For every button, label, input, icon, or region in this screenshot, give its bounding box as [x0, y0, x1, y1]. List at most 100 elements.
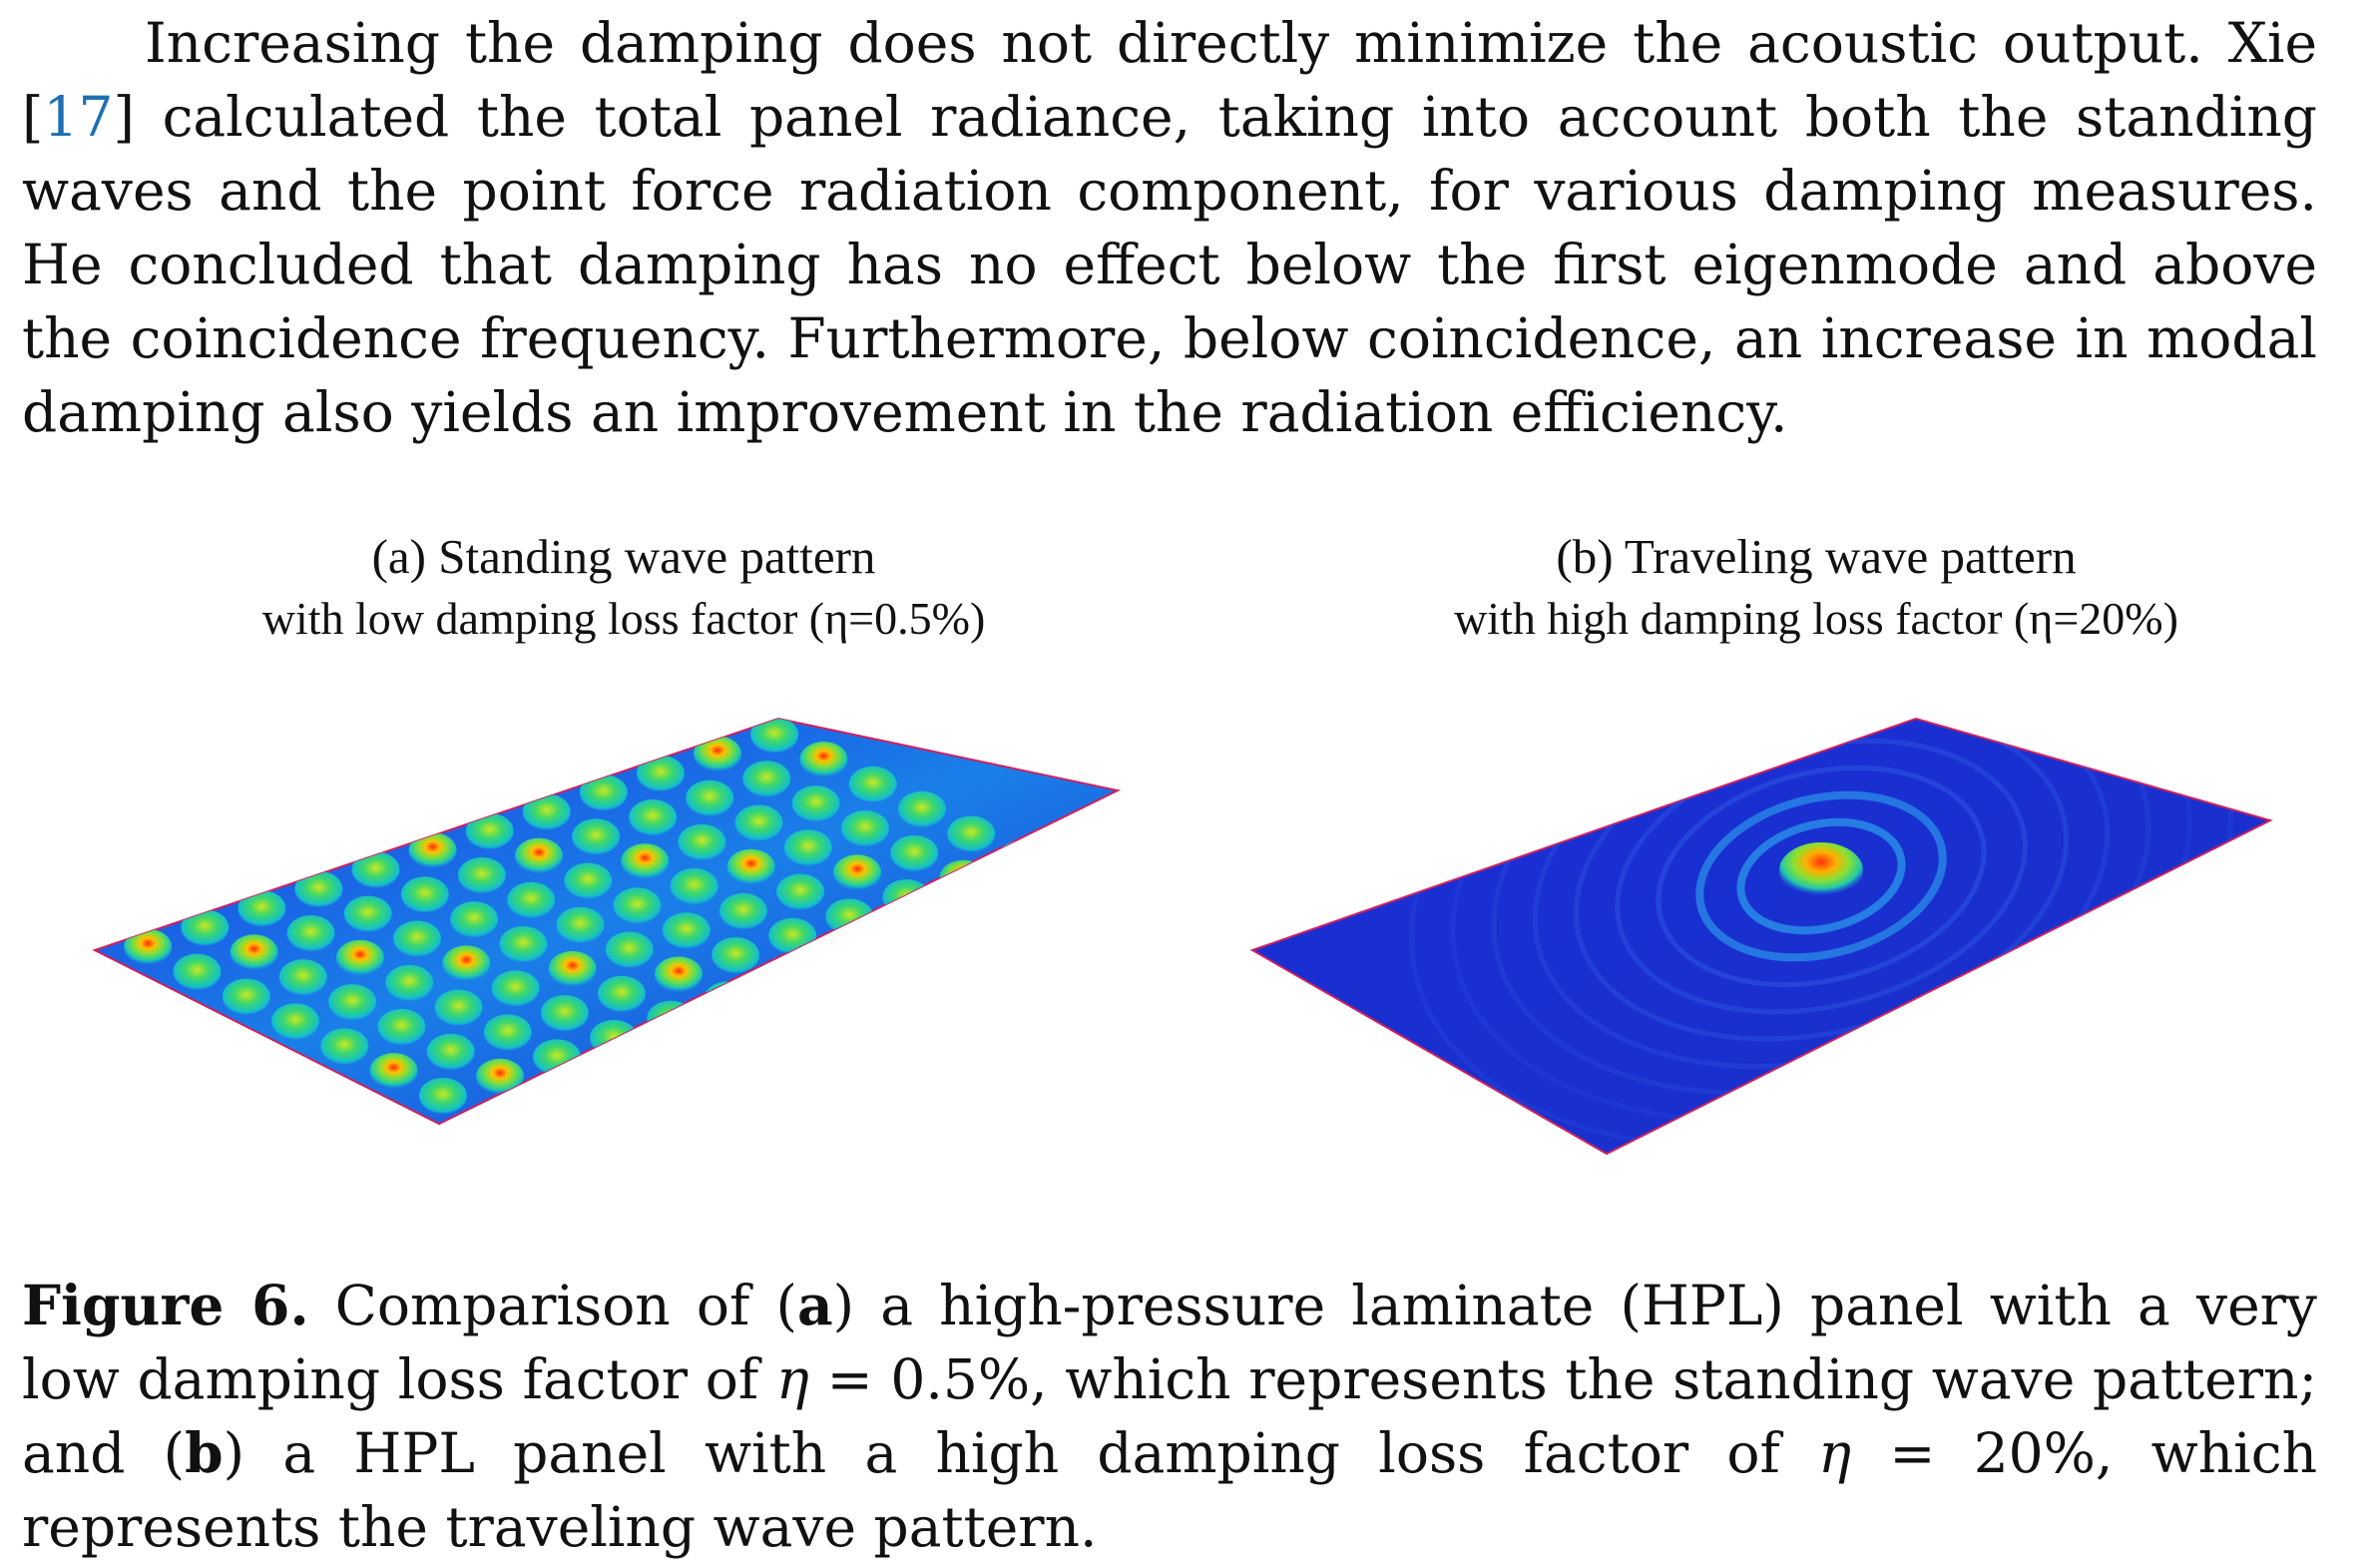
wave-peak	[533, 1039, 582, 1076]
wave-peak	[840, 810, 889, 846]
wave-peak	[320, 1028, 369, 1065]
wave-peak	[385, 964, 434, 1001]
wave-peak	[686, 780, 734, 816]
wave-peak	[726, 848, 775, 885]
wave-peak	[271, 1003, 319, 1040]
wave-peak	[377, 1008, 426, 1045]
wave-peak	[393, 920, 441, 957]
wave-peak	[621, 843, 670, 880]
wave-peak	[670, 868, 718, 904]
wave-peak	[294, 870, 343, 907]
wave-peak	[597, 975, 646, 1012]
wave-peak	[996, 840, 1045, 877]
wave-peak	[817, 942, 866, 979]
panel-b-center-peak	[1779, 842, 1863, 898]
wave-peak	[499, 926, 548, 962]
wave-peak	[564, 862, 613, 899]
wave-peak	[579, 775, 628, 811]
wave-peak	[556, 906, 605, 943]
figure-label: Figure 6.	[22, 1273, 309, 1337]
wave-peak	[351, 851, 400, 888]
wave-peak	[230, 934, 278, 971]
wave-peak	[426, 1033, 475, 1070]
wave-peak	[442, 945, 491, 982]
panel-b-caption: (b) Traveling wave pattern with high dam…	[1252, 526, 2380, 650]
wave-peak	[343, 895, 392, 932]
panel-b-subtitle: with high damping loss factor (η=20%)	[1454, 593, 2178, 644]
panel-a-title: (a) Standing wave pattern	[371, 529, 876, 584]
wave-peak	[768, 917, 817, 954]
wave-peak	[655, 956, 703, 993]
wave-peak	[825, 898, 874, 935]
wave-peak	[988, 884, 1037, 921]
wave-peak	[572, 818, 621, 855]
wave-peak	[491, 970, 540, 1007]
wave-peak	[173, 953, 222, 990]
paragraph-text-before: Increasing the damping does not directly…	[22, 11, 2317, 149]
wave-peak	[636, 755, 685, 791]
wave-peak	[783, 829, 832, 866]
wave-peak	[238, 890, 286, 927]
wave-peak	[742, 761, 791, 797]
wave-peak	[222, 978, 270, 1015]
wave-peak	[718, 892, 767, 929]
wave-peak	[434, 989, 483, 1026]
wave-peak	[613, 887, 662, 924]
wave-peak	[540, 995, 589, 1031]
wave-peak	[662, 912, 711, 949]
wave-ring	[1656, 765, 1987, 988]
wave-peak	[760, 961, 809, 998]
wave-peak	[898, 790, 946, 827]
traveling-wave-plot	[1249, 717, 2273, 1156]
wave-peak	[694, 736, 741, 773]
panel-a-subtitle: with low damping loss factor (η=0.5%)	[261, 593, 986, 644]
wave-peak	[712, 937, 760, 973]
wave-peak	[931, 903, 980, 940]
wave-peak	[734, 804, 783, 841]
wave-peak	[1045, 865, 1094, 902]
wave-peak	[476, 1058, 524, 1095]
wave-ring	[1695, 790, 1947, 962]
wave-peak	[939, 859, 988, 896]
wave-peak	[791, 785, 840, 822]
wave-peak	[369, 1053, 418, 1089]
wave-peak	[704, 981, 752, 1018]
wave-peak	[450, 901, 499, 938]
wave-peak	[418, 1077, 467, 1114]
wave-peak	[678, 823, 726, 860]
wave-peak	[750, 719, 799, 754]
panel-b-surface	[1249, 717, 2273, 1156]
wave-peak	[515, 837, 563, 874]
wave-peak	[286, 915, 335, 951]
wave-ring	[1736, 817, 1906, 935]
wave-peak	[629, 799, 678, 835]
body-paragraph: Increasing the damping does not directly…	[22, 6, 2317, 449]
wave-peak	[124, 928, 173, 965]
wave-peak	[328, 984, 377, 1020]
wave-peak	[947, 815, 996, 852]
panel-a-caption: (a) Standing wave pattern with low dampi…	[120, 526, 1128, 650]
wave-peak	[799, 742, 848, 778]
wave-peak	[522, 793, 571, 830]
citation-link[interactable]: 17	[43, 85, 114, 149]
wave-peak	[483, 1014, 532, 1051]
wave-peak	[890, 834, 939, 871]
paragraph-text-after: ] calculated the total panel radiance, t…	[22, 85, 2317, 444]
wave-peak	[457, 857, 506, 893]
panel-b-title: (b) Traveling wave pattern	[1556, 529, 2077, 584]
wave-peak	[590, 1019, 639, 1056]
standing-wave-plot	[92, 717, 1122, 1126]
wave-peak	[335, 939, 384, 976]
wave-peak	[408, 832, 457, 869]
wave-peak	[507, 881, 556, 918]
wave-peak	[776, 873, 824, 910]
wave-peak	[833, 854, 882, 891]
figure-caption: Figure 6. Comparison of (a) a high-press…	[22, 1273, 2317, 1559]
wave-peak	[465, 812, 514, 849]
wave-peak	[278, 959, 327, 996]
wave-peak	[548, 950, 597, 987]
wave-peak	[848, 766, 897, 802]
wave-peak	[400, 876, 449, 913]
wave-peak	[605, 931, 654, 968]
wave-peak	[882, 879, 931, 915]
